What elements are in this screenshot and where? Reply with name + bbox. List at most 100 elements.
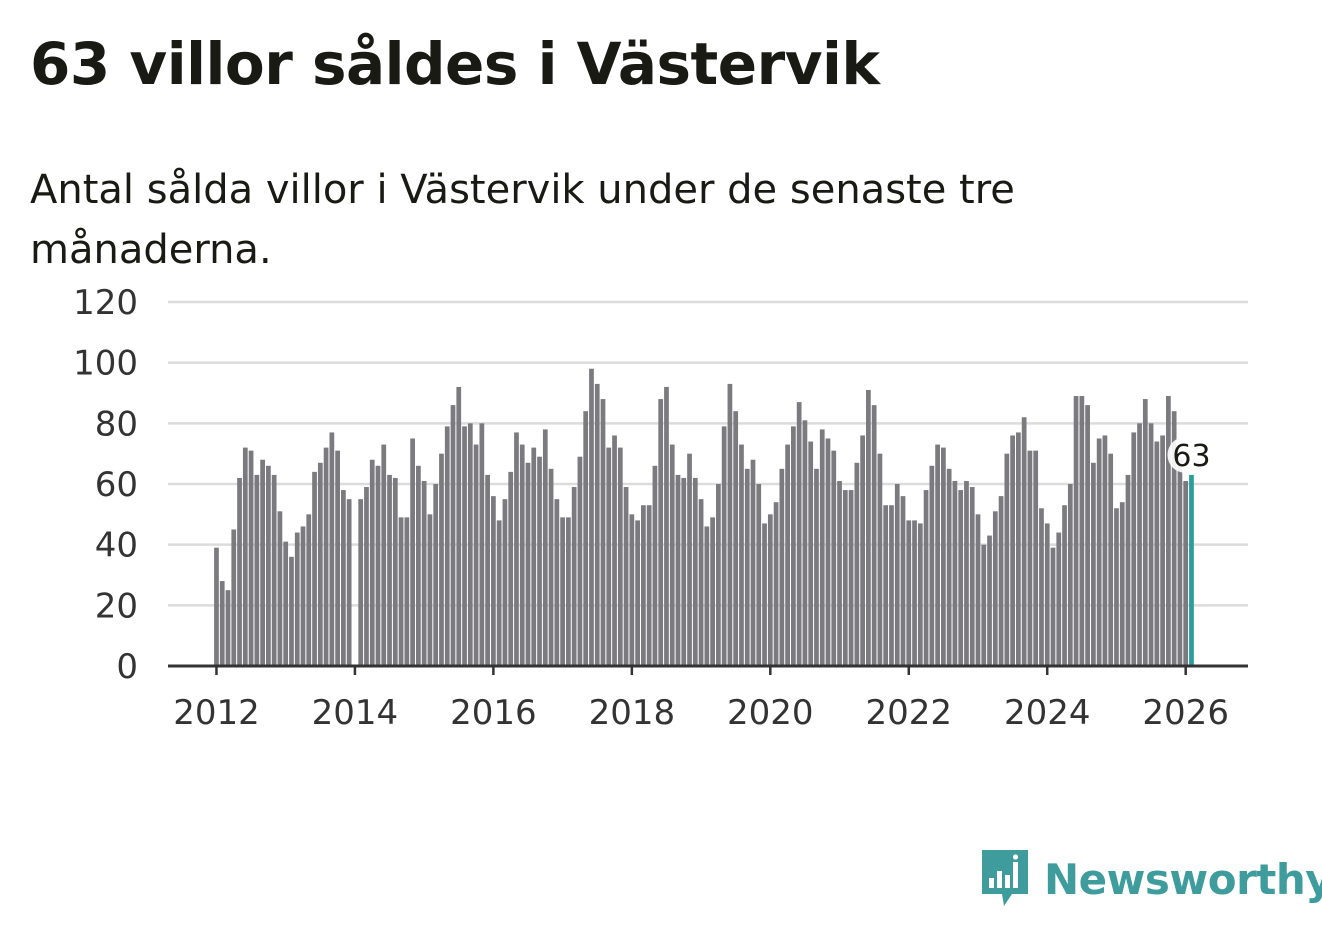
bar [254,474,260,666]
bar [808,441,814,666]
bar [716,484,721,666]
bar [1142,399,1148,666]
bar [237,477,242,666]
bar [358,499,364,666]
bar [479,423,485,666]
bar [519,444,525,666]
bar [542,429,548,666]
bar [773,502,779,666]
bar [848,490,854,666]
bar [1016,432,1021,666]
bar [231,529,237,666]
y-tick-label: 120 [73,283,138,323]
chart-subtitle: Antal sålda villor i Västervik under de … [30,167,1015,273]
bar [744,468,750,666]
bar [248,450,254,666]
bar [894,484,900,666]
x-tick-label: 2012 [173,693,260,733]
bar [1044,523,1050,666]
bar [594,383,600,666]
bar [283,541,289,666]
bar [652,465,658,666]
bar [335,450,340,666]
bar [589,368,594,666]
bar [900,496,906,666]
bar [410,438,415,666]
bar [496,520,502,666]
bar [866,389,871,666]
bar [646,505,652,666]
bar [669,444,675,666]
bar [981,544,987,666]
bar [837,480,842,666]
bar [733,411,739,666]
bar [929,465,935,666]
x-tick-label: 2020 [727,693,814,733]
bar [1091,462,1096,666]
bar [462,426,467,666]
y-tick-label: 100 [73,344,138,384]
bar [871,405,877,666]
bar [260,459,265,666]
bar [444,426,450,666]
bar [739,444,744,666]
bar [889,505,894,666]
bar [1056,532,1062,666]
bar [329,432,335,666]
bar [969,487,975,666]
bar [750,459,756,666]
bar [617,447,623,666]
bar [767,514,773,666]
bar [1154,441,1160,666]
bar [1067,484,1073,666]
y-tick-label: 40 [95,526,138,566]
bar [1062,505,1067,666]
bar [975,514,981,666]
bar [502,499,508,666]
bar [825,438,831,666]
bar [860,435,865,666]
bar [225,590,231,666]
bar [214,547,219,666]
bar [1073,396,1079,666]
y-tick-label: 0 [116,647,138,687]
bar [1119,502,1125,666]
bar [814,468,819,666]
bar [681,477,687,666]
bar-chart: 0 20 40 60 80 100 120 2012 2014 2016 2018 2020 2022 2… [73,283,1248,733]
bar [600,399,606,666]
bar [312,471,317,666]
bar [433,484,439,666]
x-tick-label: 2014 [312,693,399,733]
bar [508,471,514,666]
bar [387,474,392,666]
bar [566,517,571,666]
bar [525,462,531,666]
bar [1177,459,1183,666]
bar [456,386,462,666]
bar [421,480,427,666]
bar [842,490,848,666]
bar [473,444,479,666]
bar [1004,453,1010,666]
bar [364,487,369,666]
bar [704,526,710,666]
data-label-bg [1167,436,1216,473]
bar [946,468,952,666]
newsworthy-logo[interactable]: Newsworthy [980,848,1322,910]
bar [998,496,1004,666]
bar [1010,435,1015,666]
chart-title: 63 villor såldes i Västervik [30,30,880,98]
bar [658,399,664,666]
bar [1148,423,1154,666]
bar [1096,438,1102,666]
bar [819,429,825,666]
bar [912,520,917,666]
brand-name: Newsworthy [1044,854,1322,904]
bar [785,444,790,666]
bar [277,511,283,666]
bar [992,511,998,666]
bar [687,453,692,666]
bar [381,444,387,666]
bar [779,468,785,666]
